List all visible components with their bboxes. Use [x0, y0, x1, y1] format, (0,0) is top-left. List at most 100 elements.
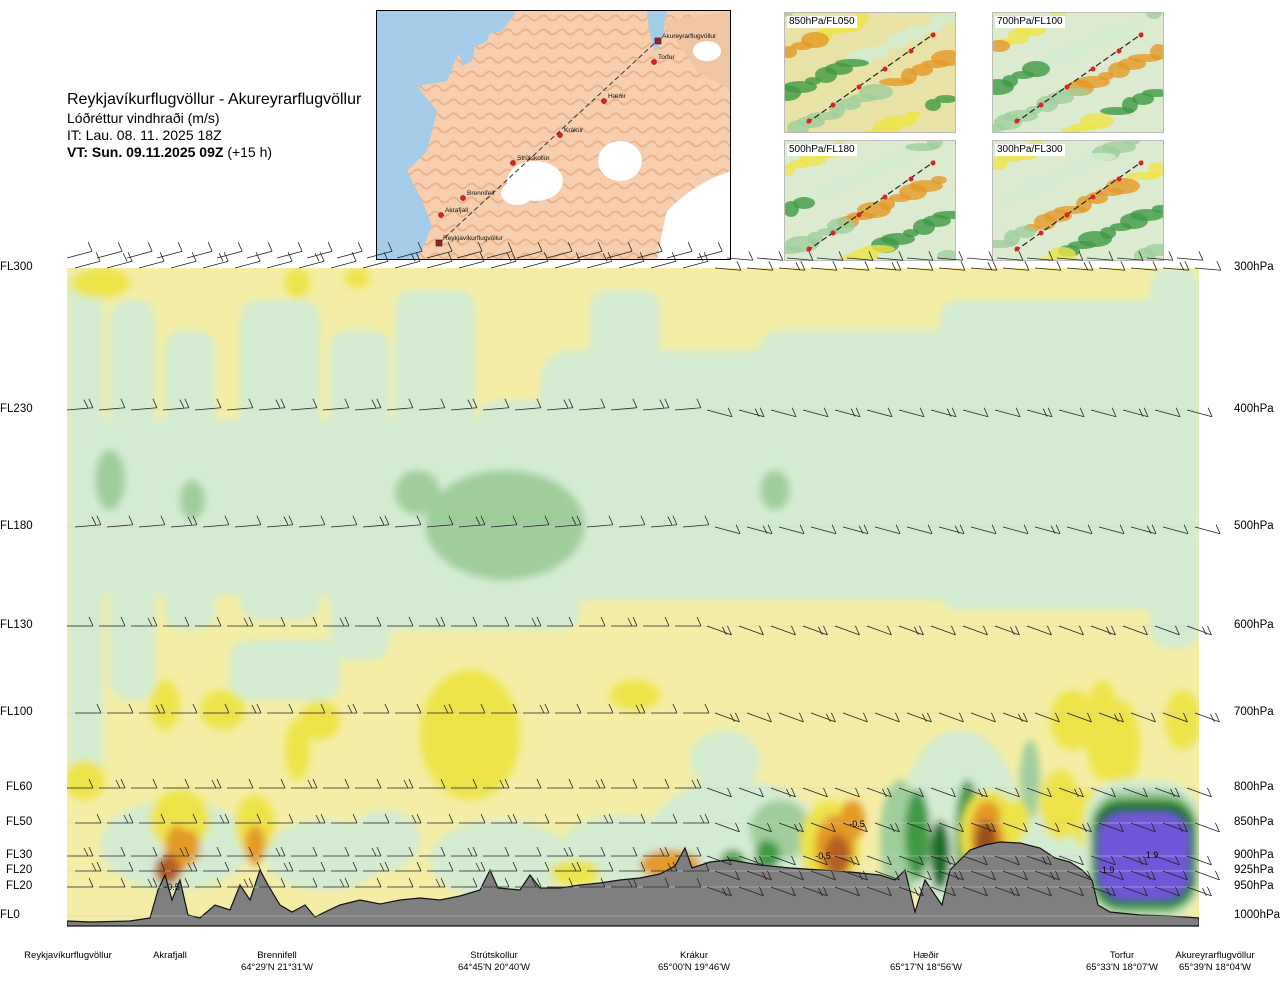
route-waypoint: Strútskollur	[510, 155, 550, 166]
field-patch	[925, 99, 941, 111]
wind-barb	[866, 787, 892, 798]
fl-label: FL30	[6, 849, 33, 861]
wind-barb	[291, 846, 318, 857]
field-patch	[853, 13, 869, 24]
wind-barb	[611, 616, 638, 627]
wind-barb	[267, 703, 294, 714]
contour-blob	[690, 730, 760, 790]
wind-barb	[1002, 524, 1029, 535]
terrain-surface	[67, 841, 1199, 927]
wind-barb	[1122, 787, 1148, 798]
field-patch	[1106, 178, 1140, 194]
wind-barb	[706, 625, 732, 636]
wind-barb	[107, 703, 134, 714]
field-patch	[1144, 244, 1163, 256]
mini-waypoint	[856, 84, 862, 90]
wind-barb	[67, 616, 94, 627]
wind-barb	[996, 251, 1024, 261]
wind-barb	[226, 398, 254, 411]
downdraft-region	[300, 700, 340, 740]
waypoint-coord: 64°29'N 21°31'W	[241, 962, 313, 973]
wind-barb	[1162, 822, 1188, 833]
contour-blob	[1020, 740, 1040, 820]
wind-barb	[523, 813, 550, 824]
field-patch	[1148, 162, 1163, 178]
field-patch	[807, 232, 823, 244]
downdraft-region	[285, 268, 310, 298]
field-patch	[879, 198, 895, 210]
downdraft-region	[345, 268, 370, 288]
field-patch	[1100, 227, 1116, 239]
wind-barb	[139, 703, 166, 714]
wind-barb	[322, 398, 350, 411]
wind-barb	[706, 407, 733, 418]
wind-barb	[1130, 870, 1156, 881]
wind-barb	[802, 855, 828, 866]
contour-blob	[1000, 800, 1030, 840]
waypoint-coord: 65°33'N 18°07'W	[1086, 962, 1158, 973]
wind-barb	[171, 703, 198, 714]
wind-barb	[611, 846, 638, 857]
wind-barb	[291, 877, 318, 888]
wind-barb	[323, 778, 350, 789]
wind-barb	[306, 242, 333, 259]
route-waypoint-name: Reykjavíkurflugvöllur	[443, 235, 504, 242]
field-patch	[835, 59, 869, 67]
wind-barb	[1066, 870, 1092, 881]
wind-barb	[579, 616, 606, 627]
mini-waypoint	[908, 48, 914, 54]
wind-barb	[714, 870, 740, 881]
contour-blob	[180, 830, 200, 865]
mini-waypoint	[882, 194, 888, 200]
contour-blob	[755, 840, 780, 870]
waypoint-coord: 65°00'N 19°46'W	[658, 962, 730, 973]
wind-barb	[643, 877, 670, 888]
mini-waypoint	[1038, 102, 1044, 108]
hpa-label: 500hPa	[1234, 520, 1274, 532]
wind-barb	[386, 398, 414, 411]
route-waypoint: Krákur	[557, 127, 584, 138]
wind-barb	[962, 886, 988, 897]
wind-barb	[1154, 787, 1180, 798]
wind-barb	[938, 712, 964, 723]
wind-barb	[1002, 261, 1030, 271]
hpa-label: 300hPa	[1234, 261, 1274, 273]
route-waypoint-name: Krákur	[564, 127, 584, 134]
terrain-profile	[67, 841, 1199, 927]
wind-barb	[1058, 886, 1084, 897]
wind-barb	[194, 398, 222, 411]
wind-barb	[547, 616, 574, 627]
wind-barb	[726, 251, 754, 261]
wind-barb	[138, 252, 165, 269]
wind-barb	[235, 703, 262, 714]
wind-barb	[683, 703, 710, 714]
wind-barb	[587, 703, 614, 714]
wind-barb	[395, 813, 422, 824]
downdraft-region	[200, 690, 245, 730]
wind-barb	[1034, 712, 1060, 723]
wind-barb	[1162, 870, 1188, 881]
wind-barb	[802, 886, 828, 897]
wind-barb	[810, 822, 836, 833]
wind-barb	[1154, 855, 1180, 866]
waypoint-name: Hæðir	[913, 950, 939, 961]
wind-barb	[866, 855, 892, 866]
wind-barb	[458, 515, 486, 528]
field-patch	[785, 13, 793, 17]
wind-barb	[203, 813, 230, 824]
wind-barb	[156, 242, 183, 259]
wind-barb	[618, 252, 645, 269]
wind-barb	[547, 778, 574, 789]
field-patch	[1080, 113, 1114, 129]
wind-barb	[259, 877, 286, 888]
wind-barb	[579, 846, 606, 857]
field-patch	[1142, 89, 1163, 97]
wind-barb	[816, 251, 844, 261]
wind-barb	[842, 712, 868, 723]
wind-barb	[898, 886, 924, 897]
fl-label: FL50	[6, 816, 33, 828]
wind-barb	[1090, 787, 1116, 798]
wind-barb	[1026, 886, 1052, 897]
issue-time: IT: Lau. 08. 11. 2025 18Z	[67, 127, 222, 143]
wind-barb	[802, 787, 828, 798]
